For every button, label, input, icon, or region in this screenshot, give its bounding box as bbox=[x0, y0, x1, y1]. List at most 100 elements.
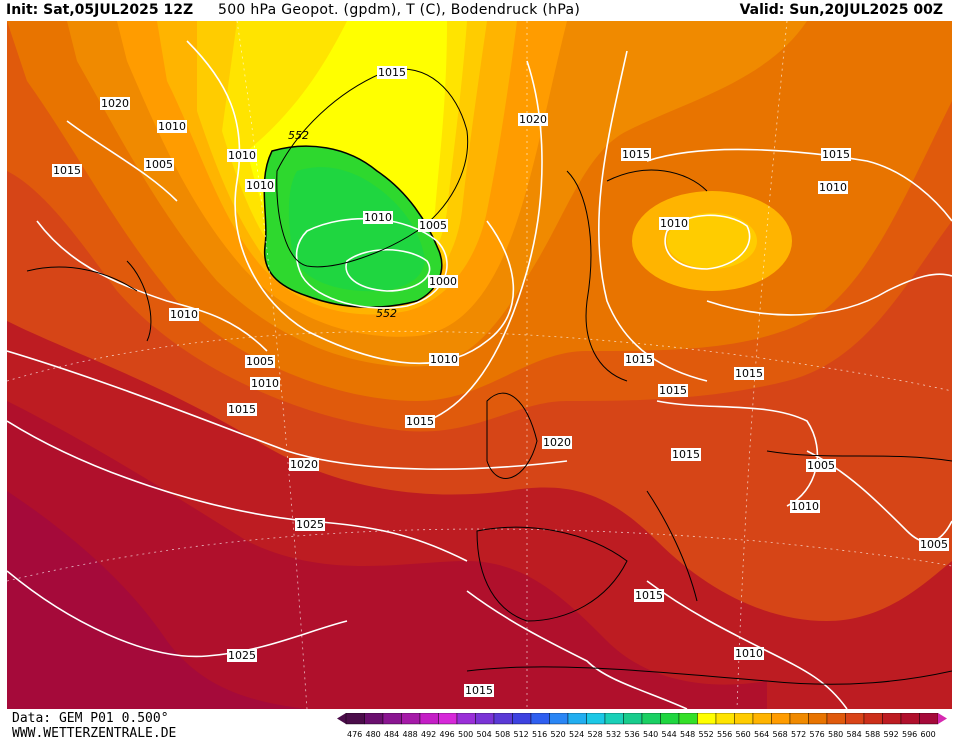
isobar-label: 1015 bbox=[821, 148, 851, 161]
legend-tick-label: 596 bbox=[902, 730, 917, 739]
legend-swatch bbox=[789, 712, 809, 725]
legend-tick-label: 548 bbox=[680, 730, 695, 739]
legend-swatch bbox=[734, 712, 754, 725]
legend-swatch bbox=[752, 712, 772, 725]
legend-tick-label: 508 bbox=[495, 730, 510, 739]
isobar-label: 1010 bbox=[363, 211, 393, 224]
legend-tick-label: 540 bbox=[643, 730, 658, 739]
legend-swatch bbox=[697, 712, 717, 725]
site-credit: WWW.WETTERZENTRALE.DE bbox=[12, 726, 177, 741]
isobar-label: 1010 bbox=[157, 120, 187, 133]
isobar-label: 1015 bbox=[671, 448, 701, 461]
isobar-label: 1005 bbox=[806, 459, 836, 472]
isobar-label: 1015 bbox=[658, 384, 688, 397]
legend-swatch bbox=[808, 712, 828, 725]
legend-swatch bbox=[512, 712, 532, 725]
isobar-label: 1010 bbox=[659, 217, 689, 230]
legend-swatch bbox=[771, 712, 791, 725]
legend-tick-label: 484 bbox=[384, 730, 399, 739]
legend-swatch bbox=[419, 712, 439, 725]
legend-tick-label: 516 bbox=[532, 730, 547, 739]
legend-tick-label: 584 bbox=[847, 730, 862, 739]
legend-arrow-left bbox=[337, 713, 346, 724]
valid-time: Valid: Sun,20JUL2025 00Z bbox=[739, 2, 943, 18]
coastlines bbox=[26, 68, 952, 685]
isobar-label: 1005 bbox=[245, 355, 275, 368]
legend-tick-label: 520 bbox=[551, 730, 566, 739]
legend-arrow-right bbox=[938, 713, 947, 724]
field-584 bbox=[7, 491, 307, 709]
legend-swatch bbox=[919, 712, 939, 725]
isobar-label: 1015 bbox=[405, 415, 435, 428]
legend-tick-label: 588 bbox=[865, 730, 880, 739]
legend-swatch bbox=[493, 712, 513, 725]
isobar-label: 1000 bbox=[428, 275, 458, 288]
legend-tick-label: 492 bbox=[421, 730, 436, 739]
isobar-label: 1015 bbox=[624, 353, 654, 366]
geopot-label: 552 bbox=[376, 307, 397, 320]
legend-tick-label: 576 bbox=[810, 730, 825, 739]
legend-tick-label: 556 bbox=[717, 730, 732, 739]
map-title: 500 hPa Geopot. (gpdm), T (C), Bodendruc… bbox=[218, 2, 581, 18]
isobar-label: 1005 bbox=[919, 538, 949, 551]
legend-tick-label: 528 bbox=[588, 730, 603, 739]
isobar-label: 1020 bbox=[542, 436, 572, 449]
legend-swatch bbox=[401, 712, 421, 725]
legend-swatch bbox=[364, 712, 384, 725]
legend-tick-label: 524 bbox=[569, 730, 584, 739]
legend-tick-label: 580 bbox=[828, 730, 843, 739]
legend-swatch bbox=[530, 712, 550, 725]
legend-tick-label: 504 bbox=[477, 730, 492, 739]
legend-tick-label: 476 bbox=[347, 730, 362, 739]
field-580 bbox=[7, 401, 767, 709]
legend-tick-label: 600 bbox=[921, 730, 936, 739]
init-time: Init: Sat,05JUL2025 12Z bbox=[6, 2, 194, 18]
legend-tick-label: 512 bbox=[514, 730, 529, 739]
isobar-label: 1010 bbox=[245, 179, 275, 192]
legend-tick-label: 536 bbox=[625, 730, 640, 739]
field-east-warm-core bbox=[667, 213, 757, 269]
legend-swatch bbox=[604, 712, 624, 725]
isobar-label: 1015 bbox=[227, 403, 257, 416]
geopot-label: 552 bbox=[288, 129, 309, 142]
legend-tick-label: 552 bbox=[699, 730, 714, 739]
isobar-label: 1010 bbox=[818, 181, 848, 194]
isobar-label: 1025 bbox=[227, 649, 257, 662]
isobar-label: 1015 bbox=[377, 66, 407, 79]
legend-tick-label: 496 bbox=[440, 730, 455, 739]
legend-swatch bbox=[845, 712, 865, 725]
legend-swatch bbox=[900, 712, 920, 725]
legend-tick-label: 532 bbox=[606, 730, 621, 739]
isobar-label: 1010 bbox=[429, 353, 459, 366]
legend-tick-label: 480 bbox=[366, 730, 381, 739]
legend-swatch bbox=[678, 712, 698, 725]
isobar-label: 1015 bbox=[734, 367, 764, 380]
weather-map: 1020 1010 1015 1005 1010 1015 1010 1000 … bbox=[7, 21, 952, 709]
legend-swatch bbox=[382, 712, 402, 725]
data-source: Data: GEM P01 0.500° bbox=[12, 711, 169, 726]
legend-swatch bbox=[438, 712, 458, 725]
isobar-label: 1010 bbox=[227, 149, 257, 162]
isobar-label: 1010 bbox=[734, 647, 764, 660]
map-header: Init: Sat,05JUL2025 12Z 500 hPa Geopot. … bbox=[0, 0, 959, 21]
legend-tick-label: 488 bbox=[403, 730, 418, 739]
legend-swatch bbox=[345, 712, 365, 725]
legend-swatch bbox=[826, 712, 846, 725]
isobar-label: 1015 bbox=[52, 164, 82, 177]
isobar-label: 1025 bbox=[295, 518, 325, 531]
legend-swatch bbox=[456, 712, 476, 725]
legend-scale: 476 480 484 488 492 496 500 504 508 512 516 520 524 5… bbox=[337, 712, 947, 739]
isobar-label: 1005 bbox=[418, 219, 448, 232]
legend-tick-label: 592 bbox=[884, 730, 899, 739]
map-canvas bbox=[7, 21, 952, 709]
isobar-label: 1015 bbox=[634, 589, 664, 602]
isobar-label: 1020 bbox=[289, 458, 319, 471]
isobar-label: 1020 bbox=[518, 113, 548, 126]
isobar-label: 1010 bbox=[250, 377, 280, 390]
isobar-label: 1005 bbox=[144, 158, 174, 171]
legend-tick-label: 568 bbox=[773, 730, 788, 739]
legend-swatch bbox=[863, 712, 883, 725]
low-green-core bbox=[288, 167, 425, 292]
legend-swatch bbox=[660, 712, 680, 725]
color-legend: 476 480 484 488 492 496 500 504 508 512 516 520 524 5… bbox=[336, 712, 956, 739]
